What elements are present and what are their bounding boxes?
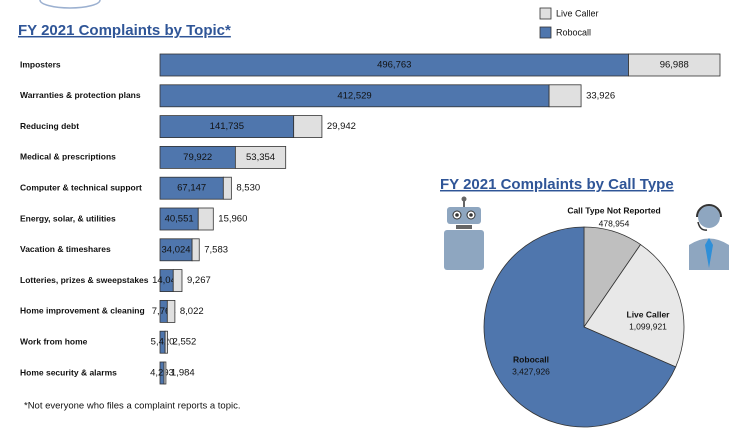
logo-edge	[39, 0, 101, 9]
pie-title: FY 2021 Complaints by Call Type	[440, 176, 674, 193]
value-label: 2,552	[173, 337, 197, 348]
value-label: 141,735	[210, 121, 244, 132]
bar-segment	[548, 84, 582, 108]
slice-label: Call Type Not Reported	[567, 205, 660, 215]
value-label: 33,926	[586, 90, 615, 101]
pie-slice	[583, 243, 685, 368]
value-label: 15,960	[218, 214, 247, 225]
slice-value: 478,954	[599, 218, 630, 228]
category-label: Work from home	[20, 336, 88, 346]
legend-label: Live Caller	[556, 8, 599, 18]
value-label: 5,420	[151, 337, 175, 348]
bar-segment	[293, 115, 323, 138]
bar-segment	[191, 238, 200, 262]
value-label: 40,551	[165, 214, 194, 225]
value-label: 14,044	[152, 275, 181, 286]
operator-icon	[689, 204, 729, 270]
category-label: Home improvement & cleaning	[20, 306, 145, 316]
bar-segment	[164, 330, 168, 354]
category-label: Reducing debt	[20, 121, 79, 131]
value-label: 412,529	[337, 90, 371, 101]
value-label: 1,984	[171, 368, 195, 379]
category-label: Warranties & protection plans	[20, 90, 141, 100]
category-label: Medical & prescriptions	[20, 152, 116, 162]
category-label: Computer & technical support	[20, 182, 142, 192]
slice-label: Robocall	[513, 354, 549, 364]
value-label: 96,988	[660, 60, 689, 71]
value-label: 496,763	[377, 60, 411, 71]
category-label: Home security & alarms	[20, 367, 117, 377]
value-label: 7,583	[204, 244, 228, 255]
bar-segment	[163, 361, 167, 385]
value-label: 9,267	[187, 275, 211, 286]
value-label: 7,764	[152, 306, 176, 317]
value-label: 67,147	[177, 183, 206, 194]
chart-title: FY 2021 Complaints by Topic*	[18, 22, 231, 39]
value-label: 53,354	[246, 152, 275, 163]
legend-swatch	[539, 26, 552, 39]
slice-value: 1,099,921	[629, 321, 667, 331]
category-label: Vacation & timeshares	[20, 244, 111, 254]
category-label: Lotteries, prizes & sweepstakes	[20, 275, 149, 285]
slice-label: Live Caller	[627, 309, 671, 319]
value-label: 8,022	[180, 306, 204, 317]
category-label: Imposters	[20, 59, 61, 69]
bar-segment	[234, 145, 287, 169]
footnote: *Not everyone who files a complaint repo…	[24, 401, 241, 412]
bar-segment	[197, 207, 214, 231]
value-label: 8,530	[236, 183, 260, 194]
legend-label: Robocall	[556, 27, 591, 37]
bar-segment	[222, 176, 232, 200]
bar-segment	[172, 269, 183, 293]
pie-slice	[483, 226, 677, 428]
robot-icon	[444, 196, 484, 270]
bar-segment	[166, 299, 176, 323]
bar-segment	[628, 53, 721, 77]
category-label: Energy, solar, & utilities	[20, 213, 116, 223]
value-label: 29,942	[327, 121, 356, 132]
slice-value: 3,427,926	[512, 366, 550, 376]
value-label: 79,922	[183, 152, 212, 163]
value-label: 34,024	[162, 244, 191, 255]
legend-swatch	[539, 7, 552, 20]
value-label: 4,293	[150, 368, 174, 379]
